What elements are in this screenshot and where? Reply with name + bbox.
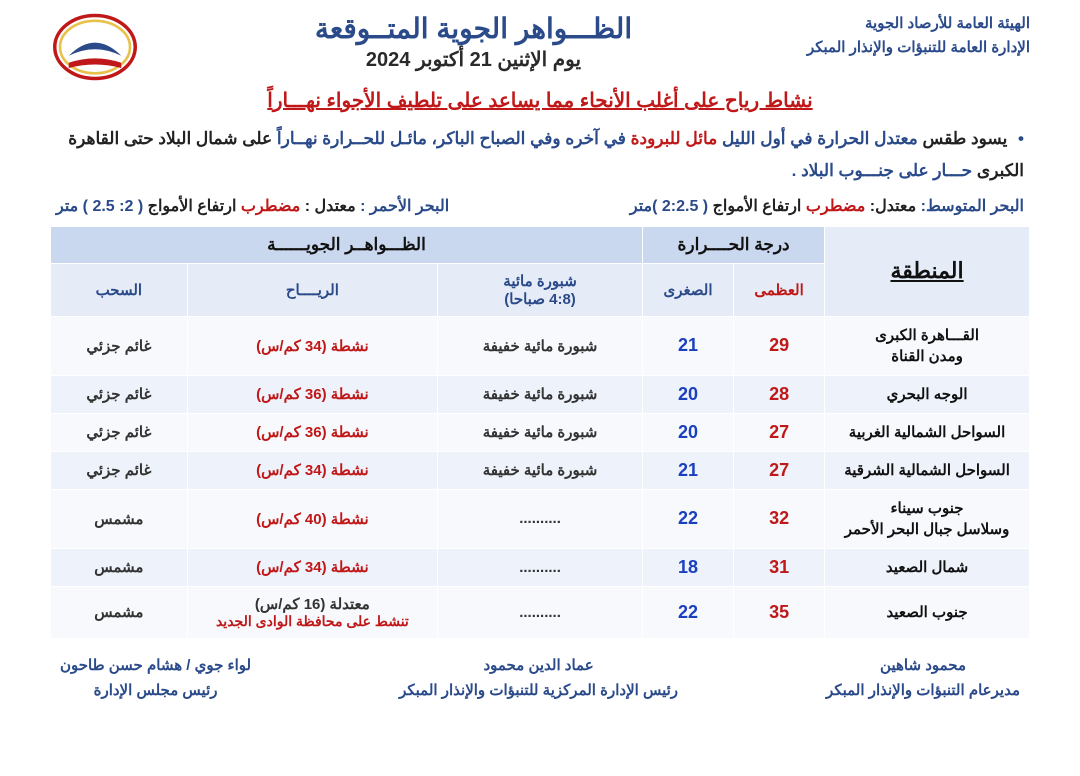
- cell-wind: معتدلة (16 كم/س)تنشط على محافظة الوادى ا…: [187, 586, 437, 638]
- sea-red: البحر الأحمر : معتدل : مضطرب ارتفاع الأم…: [56, 196, 449, 216]
- cell-wind: نشطة (34 كم/س): [187, 451, 437, 489]
- cell-min: 22: [642, 586, 733, 638]
- cell-region: السواحل الشمالية الشرقية: [825, 451, 1030, 489]
- title-date: يوم الإثنين 21 أكتوبر 2024: [140, 47, 807, 72]
- cell-cloud: مشمس: [51, 489, 188, 548]
- cell-region: جنوب سيناءوسلاسل جبال البحر الأحمر: [825, 489, 1030, 548]
- title-block: الظـــواهر الجوية المتــوقعة يوم الإثنين…: [140, 12, 807, 72]
- cell-min: 20: [642, 413, 733, 451]
- cell-cloud: غائم جزئي: [51, 375, 188, 413]
- cell-mist: ..........: [438, 489, 643, 548]
- cell-min: 21: [642, 316, 733, 375]
- hdr-mist: شبورة مائية(4:8 صباحا): [438, 263, 643, 316]
- cell-cloud: غائم جزئي: [51, 451, 188, 489]
- subtitle: نشاط رياح على أغلب الأنحاء مما يساعد على…: [50, 88, 1030, 113]
- cell-max: 27: [734, 413, 825, 451]
- hdr-phen-group: الظـــواهــر الجويــــــة: [51, 226, 643, 263]
- header: الهيئة العامة للأرصاد الجوية الإدارة الع…: [50, 12, 1030, 82]
- summary-line: يسود طقس معتدل الحرارة في أول الليل مائل…: [56, 123, 1024, 188]
- weather-bulletin: الهيئة العامة للأرصاد الجوية الإدارة الع…: [0, 0, 1080, 776]
- ema-logo: [50, 12, 140, 82]
- title-main: الظـــواهر الجوية المتــوقعة: [140, 12, 807, 45]
- sig-3: لواء جوي / هشام حسن طاحون رئيس مجلس الإد…: [60, 653, 251, 704]
- table-row: القـــاهرة الكبرىومدن القناة2921شبورة ما…: [51, 316, 1030, 375]
- cell-max: 28: [734, 375, 825, 413]
- cell-wind: نشطة (34 كم/س): [187, 316, 437, 375]
- cell-mist: شبورة مائية خفيفة: [438, 451, 643, 489]
- org-line2: الإدارة العامة للتنبؤات والإنذار المبكر: [807, 36, 1030, 60]
- footer: محمود شاهين مديرعام التنبؤات والإنذار ال…: [50, 653, 1030, 704]
- table-row: الوجه البحري2820شبورة مائية خفيفةنشطة (3…: [51, 375, 1030, 413]
- table-row: جنوب الصعيد3522..........معتدلة (16 كم/س…: [51, 586, 1030, 638]
- org-block: الهيئة العامة للأرصاد الجوية الإدارة الع…: [807, 12, 1030, 60]
- table-row: السواحل الشمالية الشرقية2721شبورة مائية …: [51, 451, 1030, 489]
- cell-wind: نشطة (36 كم/س): [187, 413, 437, 451]
- cell-min: 18: [642, 548, 733, 586]
- cell-wind: نشطة (34 كم/س): [187, 548, 437, 586]
- cell-wind: نشطة (36 كم/س): [187, 375, 437, 413]
- cell-mist: ..........: [438, 586, 643, 638]
- cell-min: 21: [642, 451, 733, 489]
- cell-region: القـــاهرة الكبرىومدن القناة: [825, 316, 1030, 375]
- cell-mist: شبورة مائية خفيفة: [438, 375, 643, 413]
- cell-cloud: غائم جزئي: [51, 413, 188, 451]
- hdr-cloud: السحب: [51, 263, 188, 316]
- table-row: جنوب سيناءوسلاسل جبال البحر الأحمر3222..…: [51, 489, 1030, 548]
- cell-region: السواحل الشمالية الغربية: [825, 413, 1030, 451]
- summary-block: يسود طقس معتدل الحرارة في أول الليل مائل…: [50, 123, 1030, 188]
- table-row: شمال الصعيد3118..........نشطة (34 كم/س)م…: [51, 548, 1030, 586]
- hdr-temp-group: درجة الحــــرارة: [642, 226, 824, 263]
- cell-cloud: مشمس: [51, 586, 188, 638]
- cell-mist: شبورة مائية خفيفة: [438, 316, 643, 375]
- cell-region: جنوب الصعيد: [825, 586, 1030, 638]
- cell-wind: نشطة (40 كم/س): [187, 489, 437, 548]
- cell-min: 22: [642, 489, 733, 548]
- cell-max: 27: [734, 451, 825, 489]
- cell-max: 29: [734, 316, 825, 375]
- sea-med: البحر المتوسط: معتدل: مضطرب ارتفاع الأمو…: [630, 196, 1024, 216]
- cell-mist: ..........: [438, 548, 643, 586]
- cell-cloud: مشمس: [51, 548, 188, 586]
- cell-region: الوجه البحري: [825, 375, 1030, 413]
- cell-min: 20: [642, 375, 733, 413]
- hdr-min: الصغرى: [642, 263, 733, 316]
- weather-table: المنطقة درجة الحــــرارة الظـــواهــر ال…: [50, 226, 1030, 639]
- hdr-wind: الريــــاح: [187, 263, 437, 316]
- sea-row: البحر المتوسط: معتدل: مضطرب ارتفاع الأمو…: [50, 196, 1030, 216]
- cell-cloud: غائم جزئي: [51, 316, 188, 375]
- cell-max: 35: [734, 586, 825, 638]
- hdr-max: العظمى: [734, 263, 825, 316]
- sig-2: عماد الدين محمود رئيس الإدارة المركزية ل…: [399, 653, 678, 704]
- hdr-region: المنطقة: [825, 226, 1030, 316]
- cell-max: 32: [734, 489, 825, 548]
- table-row: السواحل الشمالية الغربية2720شبورة مائية …: [51, 413, 1030, 451]
- org-line1: الهيئة العامة للأرصاد الجوية: [807, 12, 1030, 36]
- sig-1: محمود شاهين مديرعام التنبؤات والإنذار ال…: [826, 653, 1020, 704]
- cell-max: 31: [734, 548, 825, 586]
- cell-mist: شبورة مائية خفيفة: [438, 413, 643, 451]
- cell-region: شمال الصعيد: [825, 548, 1030, 586]
